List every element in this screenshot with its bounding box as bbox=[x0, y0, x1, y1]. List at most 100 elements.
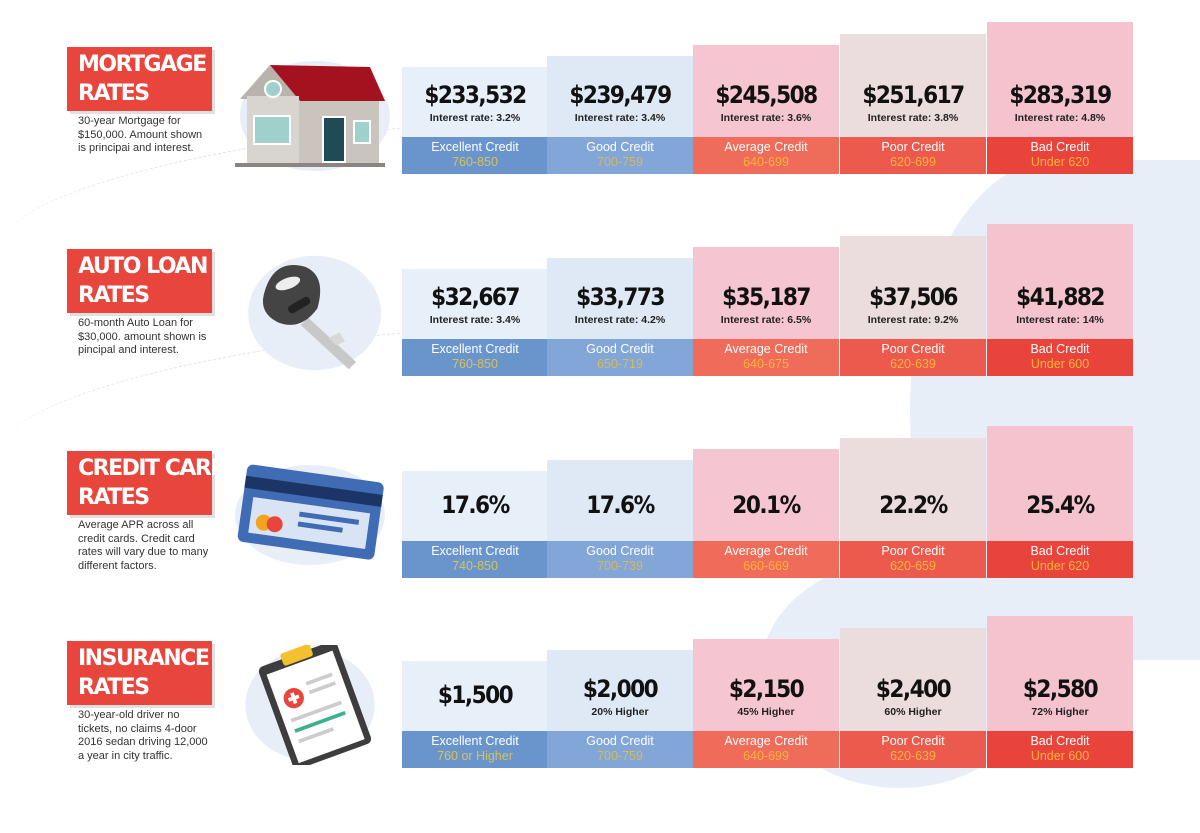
credit-tier-bad-credit: $41,882 Interest rate: 14% Bad Credit Under… bbox=[987, 224, 1133, 376]
tier-value: 22.2% bbox=[879, 491, 948, 519]
tier-subtext: 45% Higher bbox=[737, 706, 795, 718]
tier-label: Bad Credit bbox=[1030, 140, 1090, 154]
tier-subtext: Interest rate: 4.2% bbox=[574, 314, 666, 326]
tier-label-band: Excellent Credit 760-850 bbox=[402, 339, 548, 376]
tier-subtext: 72% Higher bbox=[1031, 706, 1089, 718]
section-description: Average APR across all credit cards. Cre… bbox=[78, 519, 209, 572]
tier-value: $37,506 bbox=[869, 283, 958, 311]
title-line: AUTO LOAN bbox=[78, 254, 208, 279]
tier-value: 20.1% bbox=[732, 491, 801, 519]
tier-label-band: Poor Credit 620-639 bbox=[840, 731, 986, 768]
tier-label: Bad Credit bbox=[1030, 734, 1090, 748]
tier-label-band: Poor Credit 620-659 bbox=[840, 541, 986, 578]
tier-value: $32,667 bbox=[431, 283, 520, 311]
credit-tier-poor-credit: $251,617 Interest rate: 3.8% Poor Credit 62… bbox=[840, 34, 986, 174]
credit-tier-bad-credit: $283,319 Interest rate: 4.8% Bad Credit Und… bbox=[987, 22, 1133, 174]
tier-label: Poor Credit bbox=[881, 140, 945, 154]
title-line: RATES bbox=[78, 283, 150, 308]
tier-label-band: Good Credit 700-739 bbox=[547, 541, 693, 578]
tier-score-range: 660-669 bbox=[743, 559, 789, 573]
title-line: MORTGAGE bbox=[78, 52, 207, 77]
credit-tier-poor-credit: $37,506 Interest rate: 9.2% Poor Credit 620… bbox=[840, 236, 986, 376]
tier-score-range: Under 600 bbox=[1030, 749, 1090, 763]
tier-score-range: 760-850 bbox=[452, 155, 498, 169]
tier-label-band: Average Credit 640-675 bbox=[693, 339, 839, 376]
section-credit-card: CREDIT CARD RATES Average APR across all c… bbox=[0, 426, 1200, 643]
tier-label-band: Bad Credit Under 620 bbox=[987, 137, 1133, 174]
credit-tier-bad-credit: $2,580 72% Higher Bad Credit Under 600 bbox=[987, 616, 1133, 768]
tier-score-range: 650-719 bbox=[597, 357, 643, 371]
tier-subtext: Interest rate: 3.8% bbox=[867, 112, 959, 124]
tier-label: Excellent Credit bbox=[431, 342, 519, 356]
tier-score-range: 620-659 bbox=[890, 559, 936, 573]
tier-value: $245,508 bbox=[715, 81, 818, 109]
tier-score-range: 620-699 bbox=[890, 155, 936, 169]
tier-subtext: Interest rate: 3.4% bbox=[574, 112, 666, 124]
tier-value: $233,532 bbox=[424, 81, 527, 109]
tier-value: $2,000 bbox=[582, 675, 659, 703]
tier-value: 17.6% bbox=[441, 491, 510, 519]
tier-label: Poor Credit bbox=[881, 342, 945, 356]
credit-tier-excellent-credit: $233,532 Interest rate: 3.2% Excellent Cre… bbox=[402, 67, 548, 174]
tier-label-band: Excellent Credit 760 or Higher bbox=[402, 731, 548, 768]
tier-label-band: Good Credit 650-719 bbox=[547, 339, 693, 376]
tier-score-range: Under 620 bbox=[1030, 559, 1090, 573]
tier-label-band: Bad Credit Under 620 bbox=[987, 541, 1133, 578]
section-description: 60-month Auto Loan for $30,000. amount s… bbox=[78, 317, 207, 356]
tier-label-band: Average Credit 640-699 bbox=[693, 731, 839, 768]
tier-value: $2,400 bbox=[875, 675, 952, 703]
tier-label-band: Average Credit 640-699 bbox=[693, 137, 839, 174]
tier-score-range: 760-850 bbox=[452, 357, 498, 371]
tier-value: $251,617 bbox=[862, 81, 965, 109]
tier-subtext: Interest rate: 3.6% bbox=[720, 112, 812, 124]
tier-label-band: Poor Credit 620-699 bbox=[840, 137, 986, 174]
tier-label-band: Average Credit 660-669 bbox=[693, 541, 839, 578]
tier-subtext: Interest rate: 3.2% bbox=[429, 112, 521, 124]
tier-label: Average Credit bbox=[724, 140, 808, 154]
title-line: RATES bbox=[78, 485, 150, 510]
tier-label: Good Credit bbox=[586, 544, 654, 558]
tier-label-band: Excellent Credit 740-850 bbox=[402, 541, 548, 578]
credit-tier-good-credit: $2,000 20% Higher Good Credit 700-759 bbox=[547, 650, 693, 768]
credit-tier-bad-credit: 25.4% Bad Credit Under 620 bbox=[987, 426, 1133, 578]
credit-card-icon bbox=[230, 455, 390, 575]
section-auto-loan: AUTO LOAN RATES 60-month Auto Loan for $30… bbox=[0, 224, 1200, 441]
car-key-icon bbox=[230, 253, 390, 373]
tier-score-range: 640-675 bbox=[743, 357, 789, 371]
tier-label-band: Good Credit 700-759 bbox=[547, 137, 693, 174]
tier-label: Good Credit bbox=[586, 342, 654, 356]
section-mortgage: MORTGAGE RATES 30-year Mortgage for $150,0… bbox=[0, 22, 1200, 239]
title-line: RATES bbox=[78, 81, 150, 106]
section-insurance: INSURANCE RATES 30-year-old driver no tick… bbox=[0, 616, 1200, 833]
tier-value: $35,187 bbox=[722, 283, 811, 311]
tier-subtext: Interest rate: 6.5% bbox=[720, 314, 812, 326]
tier-label-band: Excellent Credit 760-850 bbox=[402, 137, 548, 174]
credit-tier-good-credit: $239,479 Interest rate: 3.4% Good Credit 70… bbox=[547, 56, 693, 174]
tier-label-band: Poor Credit 620-639 bbox=[840, 339, 986, 376]
tier-label: Bad Credit bbox=[1030, 544, 1090, 558]
section-description: 30-year Mortgage for $150,000. Amount sh… bbox=[78, 115, 203, 154]
tier-label-band: Bad Credit Under 600 bbox=[987, 731, 1133, 768]
section-description: 30-year-old driver no tickets, no claims… bbox=[78, 709, 208, 762]
house-icon bbox=[230, 51, 390, 171]
tier-value: 25.4% bbox=[1026, 491, 1095, 519]
tier-label-band: Bad Credit Under 600 bbox=[987, 339, 1133, 376]
credit-tier-average-credit: 20.1% Average Credit 660-669 bbox=[693, 449, 839, 578]
credit-tier-excellent-credit: $1,500 Excellent Credit 760 or Higher bbox=[402, 661, 548, 768]
credit-tier-average-credit: $245,508 Interest rate: 3.6% Average Credi… bbox=[693, 45, 839, 174]
tier-subtext: Interest rate: 14% bbox=[1016, 314, 1104, 326]
tier-score-range: 760 or Higher bbox=[437, 749, 513, 763]
tier-score-range: 700-739 bbox=[597, 559, 643, 573]
tier-value: $1,500 bbox=[437, 681, 514, 709]
tier-subtext: 60% Higher bbox=[884, 706, 942, 718]
tier-label: Average Credit bbox=[724, 342, 808, 356]
tier-subtext: 20% Higher bbox=[591, 706, 649, 718]
credit-tier-good-credit: $33,773 Interest rate: 4.2% Good Credit 650… bbox=[547, 258, 693, 376]
clipboard-icon bbox=[230, 641, 390, 769]
tier-label: Excellent Credit bbox=[431, 544, 519, 558]
tier-label: Average Credit bbox=[724, 544, 808, 558]
tier-value: $33,773 bbox=[576, 283, 665, 311]
title-line: CREDIT CARD bbox=[78, 456, 229, 481]
tier-label: Average Credit bbox=[724, 734, 808, 748]
credit-tier-poor-credit: $2,400 60% Higher Poor Credit 620-639 bbox=[840, 628, 986, 768]
